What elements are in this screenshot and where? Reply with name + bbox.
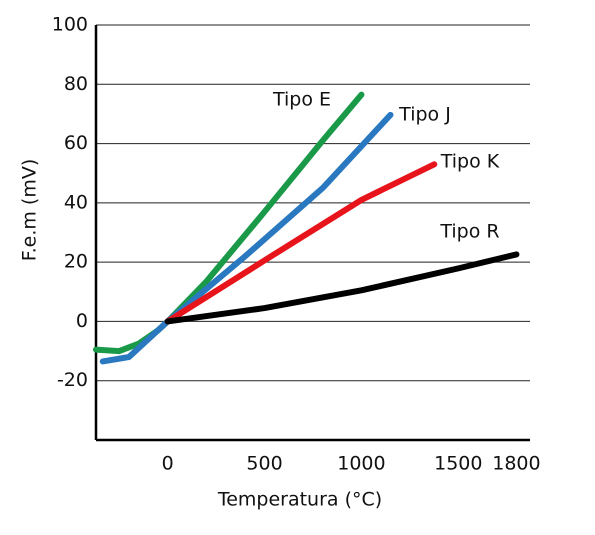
x-tick-label: 500: [246, 453, 282, 475]
series-label: Tipo K: [440, 151, 500, 173]
series-label: Tipo R: [439, 221, 499, 243]
y-axis-label: F.e.m (mV): [19, 159, 41, 262]
series-line: [164, 161, 438, 325]
y-tick-label: 60: [64, 132, 88, 154]
x-tick-label: 1000: [337, 453, 385, 475]
x-tick-label: 0: [162, 453, 174, 475]
y-tick-label: 40: [64, 191, 88, 213]
series-label: Tipo E: [272, 89, 331, 111]
y-tick-label: 0: [76, 310, 88, 332]
y-tick-label: -20: [57, 369, 88, 391]
series-label: Tipo J: [398, 104, 451, 126]
x-tick-label: 1800: [492, 453, 540, 475]
x-axis-label: Temperatura (°C): [217, 489, 382, 511]
y-tick-label: 80: [64, 73, 88, 95]
y-tick-label: 20: [64, 251, 88, 273]
series-line: [164, 251, 520, 325]
x-tick-label: 1500: [434, 453, 482, 475]
series-line: [99, 111, 394, 365]
y-tick-label: 100: [52, 14, 88, 36]
